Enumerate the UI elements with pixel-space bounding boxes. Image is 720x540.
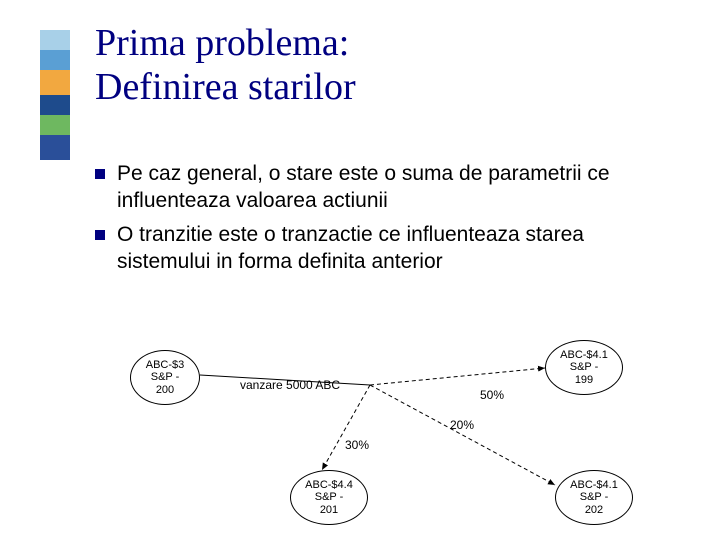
node-line: S&P - [315, 491, 344, 504]
state-node: ABC-$4.1 S&P - 199 [545, 340, 623, 395]
node-line: ABC-$4.1 [560, 349, 608, 362]
edge-action-label: vanzare 5000 ABC [240, 378, 340, 392]
edge-line [200, 375, 370, 385]
node-line: 201 [320, 504, 338, 517]
state-node: ABC-$4.1 S&P - 202 [555, 470, 633, 525]
bullet-square-icon [95, 230, 105, 240]
node-line: 200 [156, 384, 174, 397]
stripe-block [40, 95, 70, 115]
stripe-block [40, 30, 70, 50]
edge-percent-label: 20% [450, 418, 474, 432]
state-node: ABC-$3 S&P - 200 [130, 350, 200, 405]
stripe-block [40, 50, 70, 70]
edge-percent-label: 30% [345, 438, 369, 452]
bullet-text: O tranzitie este o tranzactie ce influen… [117, 221, 675, 276]
sidebar-stripe [40, 30, 70, 160]
title-line-1: Prima problema: [95, 22, 356, 66]
title-line-2: Definirea starilor [95, 66, 356, 110]
node-line: S&P - [570, 361, 599, 374]
edge-line [370, 368, 545, 385]
node-line: 199 [575, 374, 593, 387]
bullet-square-icon [95, 169, 105, 179]
node-line: ABC-$4.1 [570, 479, 618, 492]
node-line: ABC-$3 [146, 359, 185, 372]
node-line: 202 [585, 504, 603, 517]
bullet-item: O tranzitie este o tranzactie ce influen… [95, 221, 675, 276]
edge-percent-label: 50% [480, 388, 504, 402]
bullet-list: Pe caz general, o stare este o suma de p… [95, 160, 675, 281]
bullet-text: Pe caz general, o stare este o suma de p… [117, 160, 675, 215]
edge-line [370, 385, 555, 485]
slide-title: Prima problema: Definirea starilor [95, 22, 356, 109]
stripe-block [40, 115, 70, 135]
stripe-block [40, 70, 70, 95]
node-line: ABC-$4.4 [305, 479, 353, 492]
stripe-block [40, 135, 70, 160]
state-node: ABC-$4.4 S&P - 201 [290, 470, 368, 525]
bullet-item: Pe caz general, o stare este o suma de p… [95, 160, 675, 215]
node-line: S&P - [151, 371, 180, 384]
edge-line [322, 385, 370, 470]
node-line: S&P - [580, 491, 609, 504]
